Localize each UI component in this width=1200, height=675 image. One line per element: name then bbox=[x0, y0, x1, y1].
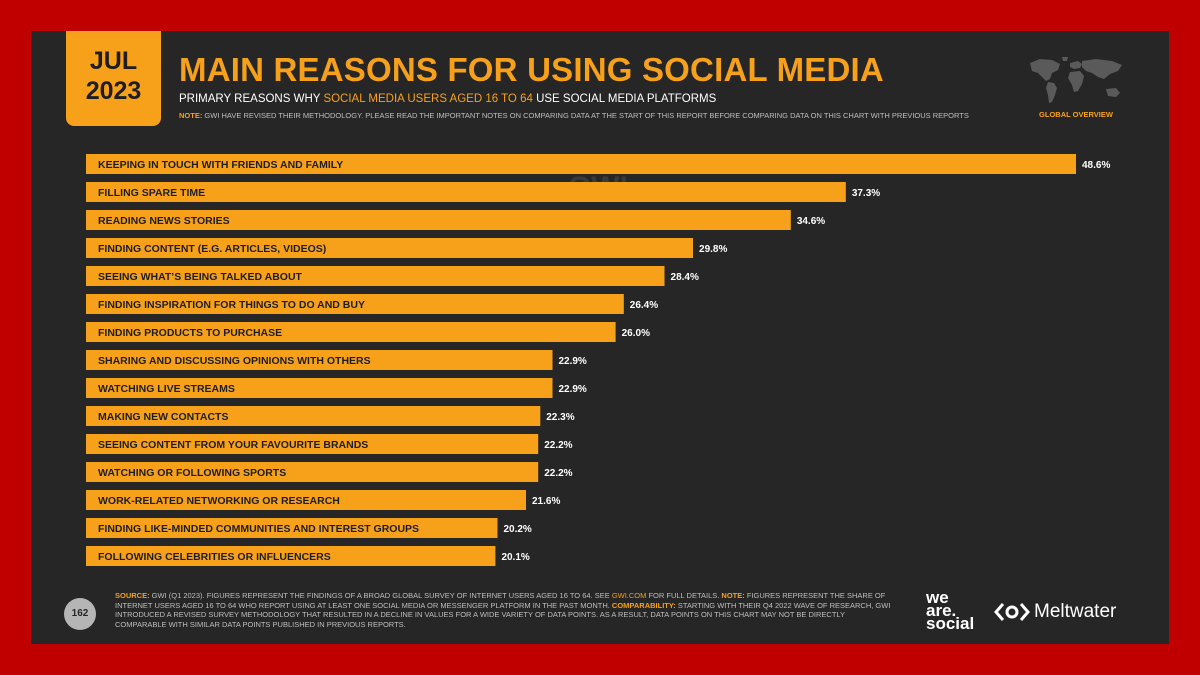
meltwater-logo: Meltwater bbox=[994, 601, 1116, 627]
we-are-social-line-2: are. bbox=[926, 601, 957, 620]
bar-12 bbox=[86, 462, 539, 482]
comparability-label: COMPARABILITY: bbox=[611, 600, 676, 610]
note-text: GWI HAVE REVISED THEIR METHODOLOGY. PLEA… bbox=[202, 111, 969, 120]
slide: JUL 2023 MAIN REASONS FOR USING SOCIAL M… bbox=[31, 31, 1169, 644]
value-label-15: 20.1% bbox=[501, 552, 529, 563]
comparability-text: STARTING WITH THEIR Q4 2022 WAVE OF RESE… bbox=[115, 600, 891, 629]
bar-13 bbox=[86, 490, 526, 510]
page-number: 162 bbox=[64, 598, 96, 630]
source-link[interactable]: GWI.COM bbox=[611, 591, 647, 600]
value-label-5: 28.4% bbox=[671, 272, 699, 283]
value-label-10: 22.3% bbox=[546, 412, 574, 423]
value-label-4: 29.8% bbox=[699, 244, 727, 255]
value-label-2: 37.3% bbox=[852, 188, 880, 199]
bar-label-5: SEEING WHAT’S BEING TALKED ABOUT bbox=[98, 271, 303, 283]
bar-label-2: FILLING SPARE TIME bbox=[98, 187, 205, 199]
region-label: GLOBAL OVERVIEW bbox=[1039, 110, 1113, 119]
bar-4 bbox=[86, 238, 693, 258]
bar-label-10: MAKING NEW CONTACTS bbox=[98, 411, 228, 423]
footer-note-text: FIGURES REPRESENT THE SHARE OF INTERNET … bbox=[115, 591, 886, 610]
methodology-note: NOTE: GWI HAVE REVISED THEIR METHODOLOGY… bbox=[179, 111, 969, 120]
we-are-social-line-1: we bbox=[926, 588, 949, 607]
bar-label-8: SHARING AND DISCUSSING OPINIONS WITH OTH… bbox=[98, 355, 371, 367]
bar-2 bbox=[86, 182, 846, 202]
bar-7 bbox=[86, 322, 616, 342]
value-label-8: 22.9% bbox=[558, 356, 586, 367]
bar-chart: KEEPING IN TOUCH WITH FRIENDS AND FAMILY… bbox=[86, 154, 1110, 566]
meltwater-mark-icon bbox=[994, 603, 1030, 621]
watermark-datareportal: DATAREPORTAL bbox=[431, 179, 552, 197]
page-subtitle: PRIMARY REASONS WHY SOCIAL MEDIA USERS A… bbox=[179, 93, 716, 105]
bar-label-3: READING NEWS STORIES bbox=[98, 215, 230, 227]
value-label-13: 21.6% bbox=[532, 496, 560, 507]
bar-9 bbox=[86, 378, 553, 398]
bar-6 bbox=[86, 294, 624, 314]
bar-8 bbox=[86, 350, 553, 370]
bar-5 bbox=[86, 266, 665, 286]
bar-3 bbox=[86, 210, 791, 230]
date-badge: JUL 2023 bbox=[66, 31, 161, 126]
bar-label-6: FINDING INSPIRATION FOR THINGS TO DO AND… bbox=[98, 299, 365, 311]
date-year: 2023 bbox=[85, 77, 142, 105]
bar-label-14: FINDING LIKE-MINDED COMMUNITIES AND INTE… bbox=[98, 523, 419, 535]
bar-label-7: FINDING PRODUCTS TO PURCHASE bbox=[98, 327, 282, 339]
value-label-1: 48.6% bbox=[1082, 160, 1110, 171]
source-label: SOURCE: bbox=[115, 591, 150, 600]
value-label-14: 20.2% bbox=[503, 524, 531, 535]
bar-label-12: WATCHING OR FOLLOWING SPORTS bbox=[98, 467, 286, 479]
value-label-12: 22.2% bbox=[544, 468, 572, 479]
value-label-9: 22.9% bbox=[558, 384, 586, 395]
source-text-1: GWI (Q1 2023). FIGURES REPRESENT THE FIN… bbox=[149, 591, 612, 600]
bar-1 bbox=[86, 154, 1076, 174]
bar-label-11: SEEING CONTENT FROM YOUR FAVOURITE BRAND… bbox=[98, 439, 368, 451]
bar-10 bbox=[86, 406, 541, 426]
bar-15 bbox=[86, 546, 496, 566]
meltwater-wordmark: Meltwater bbox=[1034, 601, 1117, 622]
subtitle-pre: PRIMARY REASONS WHY bbox=[179, 93, 324, 105]
date-month: JUL bbox=[89, 47, 138, 75]
bar-label-9: WATCHING LIVE STREAMS bbox=[98, 383, 235, 395]
page-title: MAIN REASONS FOR USING SOCIAL MEDIA bbox=[179, 51, 884, 88]
we-are-social-logo: we are. social bbox=[926, 588, 975, 633]
watermark: DATAREPORTAL GWI. bbox=[431, 171, 636, 205]
bar-label-15: FOLLOWING CELEBRITIES OR INFLUENCERS bbox=[98, 551, 331, 563]
watermark-gwi: GWI. bbox=[567, 171, 637, 204]
bar-14 bbox=[86, 518, 498, 538]
bar-label-4: FINDING CONTENT (E.G. ARTICLES, VIDEOS) bbox=[98, 243, 326, 255]
source-text-2: FOR FULL DETAILS. bbox=[646, 591, 722, 600]
value-label-7: 26.0% bbox=[622, 328, 650, 339]
bar-label-1: KEEPING IN TOUCH WITH FRIENDS AND FAMILY bbox=[98, 159, 343, 171]
note-label: NOTE: bbox=[179, 111, 203, 120]
world-map-icon bbox=[1030, 57, 1122, 103]
value-label-11: 22.2% bbox=[544, 440, 572, 451]
bar-label-13: WORK-RELATED NETWORKING OR RESEARCH bbox=[98, 495, 340, 507]
bar-11 bbox=[86, 434, 539, 454]
source-notes: SOURCE: GWI (Q1 2023). FIGURES REPRESENT… bbox=[115, 591, 895, 629]
value-label-3: 34.6% bbox=[797, 216, 825, 227]
we-are-social-line-3: social bbox=[926, 614, 975, 633]
subtitle-highlight: SOCIAL MEDIA USERS AGED 16 TO 64 bbox=[323, 93, 533, 105]
subtitle-post: USE SOCIAL MEDIA PLATFORMS bbox=[532, 93, 717, 105]
value-label-6: 26.4% bbox=[630, 300, 658, 311]
footer-note-label: NOTE: bbox=[721, 591, 745, 600]
